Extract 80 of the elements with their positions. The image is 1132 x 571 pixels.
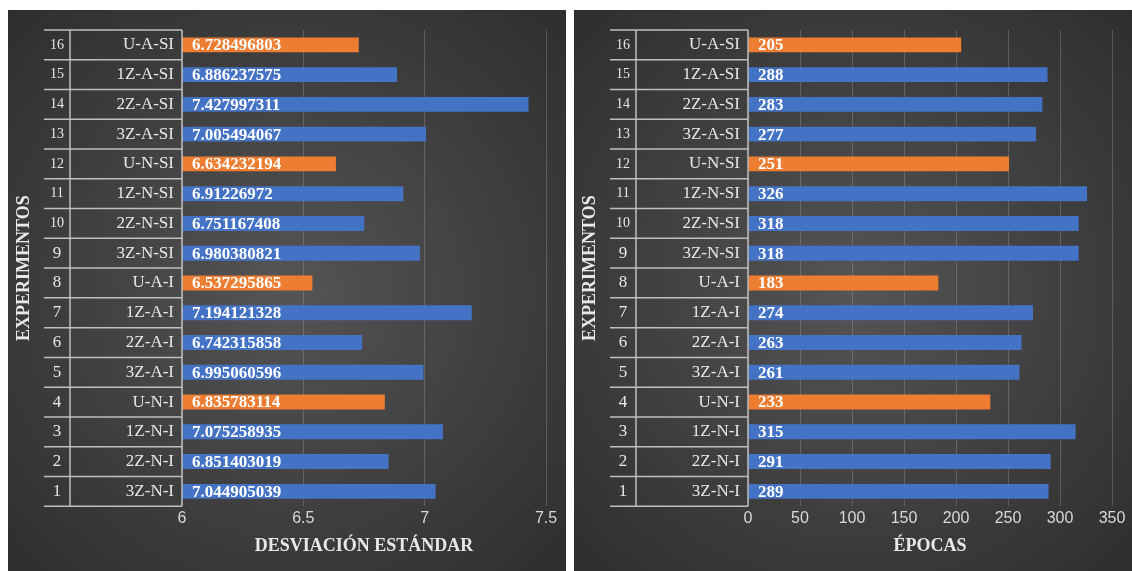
data-label: 205 [758, 35, 784, 55]
x-tick-label: 200 [942, 509, 970, 527]
data-label: 251 [758, 154, 784, 174]
category-label: 4 U-N-I [52, 391, 174, 411]
data-label: 326 [758, 184, 784, 204]
x-tick-label: 50 [791, 509, 809, 527]
category-label: 7 1Z-A-I [618, 302, 740, 322]
y-axis-title: EXPERIMENTOS [13, 195, 34, 341]
data-label: 288 [758, 65, 784, 85]
x-tick-label: 350 [1098, 509, 1126, 527]
category-label: 7 1Z-A-I [52, 302, 174, 322]
category-label: 9 3Z-N-SI [52, 242, 174, 262]
data-label: 6.980380821 [192, 243, 282, 263]
category-label: 13 3Z-A-SI [616, 123, 740, 143]
category-label: 9 3Z-N-SI [618, 242, 740, 262]
category-label: 16 U-A-SI [616, 34, 740, 54]
category-label: 2 2Z-N-I [618, 451, 740, 471]
data-label: 283 [758, 94, 784, 114]
category-label: 15 1Z-A-SI [50, 64, 174, 84]
x-tick-label: 250 [994, 509, 1022, 527]
category-label: 10 2Z-N-SI [50, 212, 174, 232]
category-label: 8 U-A-I [52, 272, 174, 292]
x-axis-title: DESVIACIÓN ESTÁNDAR [254, 533, 475, 555]
category-label: 14 2Z-A-SI [50, 93, 174, 113]
data-label: 7.075258935 [192, 422, 282, 442]
category-label: 12 U-N-SI [616, 153, 740, 173]
x-tick-label: 6.5 [292, 509, 315, 527]
data-label: 6.634232194 [192, 154, 282, 174]
x-tick-label: 0 [743, 509, 753, 527]
category-label: 15 1Z-A-SI [616, 64, 740, 84]
category-label: 3 1Z-N-I [618, 421, 740, 441]
x-tick-label: 7.5 [534, 509, 558, 527]
data-label: 261 [758, 362, 784, 382]
data-label: 6.886237575 [192, 65, 282, 85]
data-label: 6.995060596 [192, 362, 282, 382]
x-tick-label: 300 [1046, 509, 1074, 527]
x-tick-label: 6 [177, 509, 187, 527]
data-label: 289 [758, 481, 784, 501]
data-label: 6.851403019 [192, 451, 282, 471]
category-label: 11 1Z-N-SI [50, 183, 174, 203]
category-label: 6 2Z-A-I [52, 331, 174, 351]
data-label: 7.044905039 [192, 481, 282, 501]
data-label: 7.005494067 [192, 124, 282, 144]
category-label: 4 U-N-I [618, 391, 740, 411]
x-axis-title: ÉPOCAS [893, 533, 967, 555]
x-tick-label: 100 [838, 509, 866, 527]
x-tick-label: 7 [420, 509, 430, 527]
category-label: 16 U-A-SI [50, 34, 174, 54]
data-label: 233 [758, 392, 784, 412]
data-label: 183 [758, 273, 784, 293]
category-label: 10 2Z-N-SI [616, 212, 740, 232]
data-label: 6.751167408 [192, 213, 281, 233]
category-label: 5 3Z-A-I [52, 361, 174, 381]
category-label: 2 2Z-N-I [52, 451, 174, 471]
data-label: 6.91226972 [192, 184, 273, 204]
data-label: 6.537295865 [192, 273, 282, 293]
data-label: 291 [758, 451, 784, 471]
data-label: 318 [758, 213, 784, 233]
category-label: 11 1Z-N-SI [616, 183, 740, 203]
category-label: 13 3Z-A-SI [50, 123, 174, 143]
category-label: 1 3Z-N-I [52, 480, 174, 500]
category-label: 1 3Z-N-I [618, 480, 740, 500]
data-label: 263 [758, 332, 784, 352]
category-label: 5 3Z-A-I [618, 361, 740, 381]
data-label: 318 [758, 243, 784, 263]
category-label: 6 2Z-A-I [618, 331, 740, 351]
data-label: 277 [758, 124, 784, 144]
data-label: 315 [758, 422, 784, 442]
category-label: 8 U-A-I [618, 272, 740, 292]
data-label: 7.427997311 [192, 94, 281, 114]
category-label: 3 1Z-N-I [52, 421, 174, 441]
x-tick-label: 150 [890, 509, 918, 527]
data-label: 7.194121328 [192, 303, 282, 323]
category-label: 12 U-N-SI [50, 153, 174, 173]
data-label: 6.728496803 [192, 35, 282, 55]
data-label: 6.835783114 [192, 392, 281, 412]
data-label: 6.742315858 [192, 332, 282, 352]
y-axis-title: EXPERIMENTOS [579, 195, 600, 341]
data-label: 274 [758, 303, 784, 323]
category-label: 14 2Z-A-SI [616, 93, 740, 113]
